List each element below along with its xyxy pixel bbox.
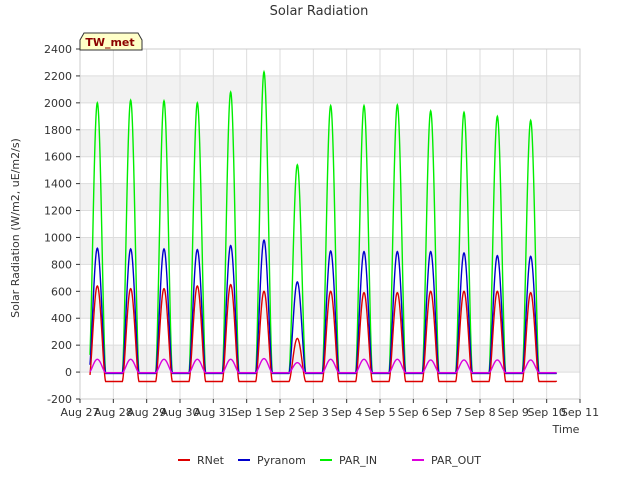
x-tick-label: Sep 4	[331, 406, 362, 419]
y-tick-label: 400	[51, 312, 72, 325]
legend-label-par-out: PAR_OUT	[431, 454, 481, 467]
x-tick-label: Sep 3	[298, 406, 329, 419]
plot-band	[80, 129, 580, 157]
x-axis-label: Time	[552, 423, 580, 436]
y-tick-label: 1400	[44, 178, 72, 191]
station-badge: TW_met	[79, 32, 143, 51]
x-tick-label: Sep 7	[431, 406, 462, 419]
x-tick-label: Sep 8	[464, 406, 495, 419]
y-tick-label: 1600	[44, 151, 72, 164]
x-tick-label: Sep 9	[498, 406, 529, 419]
y-tick-label: 200	[51, 339, 72, 352]
x-tick-label: Aug 31	[194, 406, 233, 419]
plot-background-bands	[80, 75, 580, 373]
plot-band	[80, 75, 580, 103]
station-badge-label: TW_met	[85, 36, 134, 49]
legend-label-rnet: RNet	[197, 454, 225, 467]
chart-title: Solar Radiation	[270, 4, 369, 19]
x-tick-label: Aug 29	[127, 406, 166, 419]
y-tick-label: 2000	[44, 97, 72, 110]
y-tick-label: 0	[65, 366, 72, 379]
x-tick-label: Sep 11	[561, 406, 599, 419]
legend-label-par-in: PAR_IN	[339, 454, 377, 467]
x-tick-label: Sep 10	[528, 406, 566, 419]
y-tick-label: -200	[47, 393, 72, 406]
legend-label-pyranom: Pyranom	[257, 454, 306, 467]
y-tick-label: 2200	[44, 70, 72, 83]
y-axis-label: Solar Radiation (W/m2, uE/m2/s)	[9, 138, 22, 318]
station-badge-shape	[79, 32, 143, 51]
plot-band	[80, 345, 580, 373]
x-tick-label: Sep 1	[231, 406, 262, 419]
series-line-par-out	[89, 357, 557, 374]
y-tick-label: 2400	[44, 43, 72, 56]
plot-frame	[79, 48, 581, 400]
y-tick-label: 600	[51, 285, 72, 298]
x-tick-label: Aug 28	[94, 406, 133, 419]
y-tick-label: 1000	[44, 231, 72, 244]
x-tick-label: Sep 2	[264, 406, 295, 419]
plot-band	[80, 183, 580, 211]
series-line-rnet	[89, 283, 558, 383]
y-tick-label: 800	[51, 258, 72, 271]
y-axis-ticks: -200 0 200 400 600 800 1000 1200 1400 1600 1800 200…	[44, 43, 80, 406]
x-tick-label: Aug 30	[161, 406, 200, 419]
y-tick-label: 1800	[44, 124, 72, 137]
x-tick-label: Sep 6	[398, 406, 429, 419]
x-tick-label: Aug 27	[61, 406, 100, 419]
series-layer	[89, 69, 558, 383]
x-tick-label: Sep 5	[364, 406, 395, 419]
legend: RNet Pyranom PAR_IN PAR_OUT	[178, 454, 481, 467]
y-tick-label: 1200	[44, 205, 72, 218]
